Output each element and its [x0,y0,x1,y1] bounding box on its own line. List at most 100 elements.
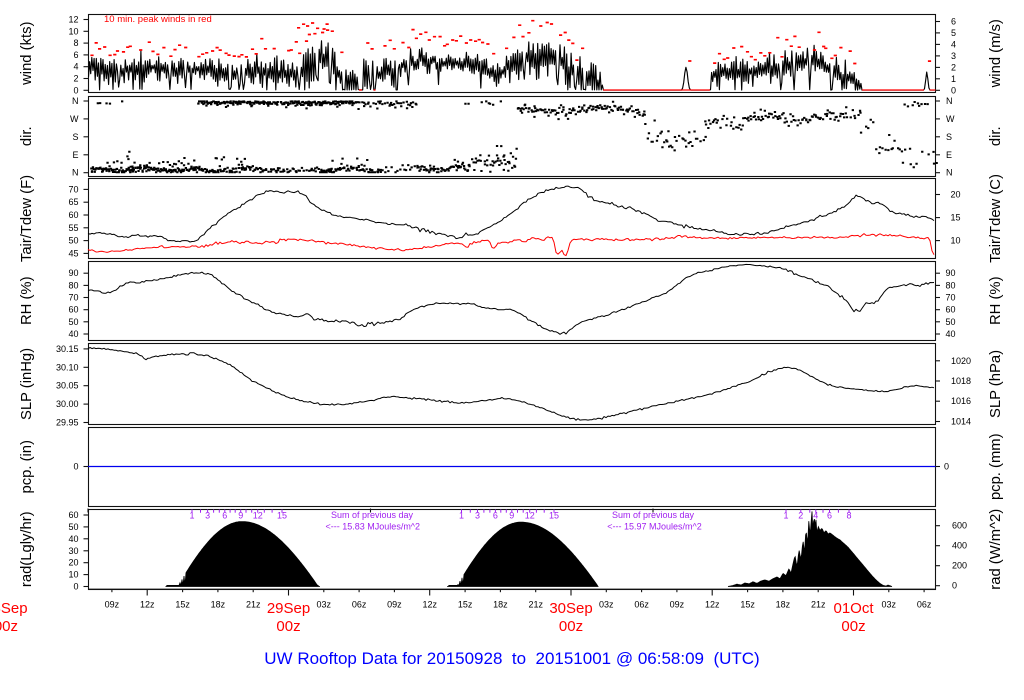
svg-text:1018: 1018 [951,376,971,386]
svg-text:50: 50 [68,317,78,327]
svg-text:1: 1 [189,511,194,521]
svg-text:6: 6 [827,511,832,521]
svg-text:03z: 03z [317,600,332,610]
svg-text:20: 20 [68,558,78,568]
svg-text:4: 4 [73,62,78,72]
svg-text:12: 12 [68,15,78,25]
svg-text:65: 65 [68,197,78,207]
svg-text:6: 6 [222,511,227,521]
svg-text:1: 1 [459,511,464,521]
svg-text:W: W [946,114,955,124]
svg-text:200: 200 [952,561,967,571]
svg-text:01Oct: 01Oct [833,600,874,617]
svg-text:0: 0 [73,582,78,592]
svg-text:55: 55 [68,223,78,233]
svg-text:1: 1 [783,511,788,521]
svg-text:2: 2 [951,62,956,72]
svg-text:03z: 03z [882,600,897,610]
svg-text:00z: 00z [276,618,300,635]
svg-text:45: 45 [68,248,78,258]
svg-text:90: 90 [68,268,78,278]
svg-text:90: 90 [946,268,956,278]
svg-text:4: 4 [951,39,956,49]
svg-text:18z: 18z [493,600,508,610]
svg-text:Sum of previous day: Sum of previous day [612,510,695,520]
svg-text:50: 50 [946,317,956,327]
svg-text:6: 6 [73,50,78,60]
svg-text:4: 4 [813,511,818,521]
svg-text:80: 80 [68,280,78,290]
svg-text:3: 3 [205,511,210,521]
svg-text:10: 10 [68,26,78,36]
svg-text:70: 70 [68,184,78,194]
svg-text:60: 60 [68,305,78,315]
svg-text:12: 12 [253,511,263,521]
svg-text:60: 60 [946,305,956,315]
svg-text:70: 70 [68,293,78,303]
svg-text:rad (W/m^2): rad (W/m^2) [988,509,1004,590]
svg-text:dir.: dir. [19,126,35,146]
svg-text:rad(Lgly/hr): rad(Lgly/hr) [19,511,35,587]
svg-text:21z: 21z [528,600,543,610]
svg-text:3: 3 [475,511,480,521]
svg-text:6: 6 [493,511,498,521]
svg-text:RH (%): RH (%) [988,276,1004,325]
svg-text:40: 40 [68,329,78,339]
svg-text:Sum of previous day: Sum of previous day [331,510,414,520]
svg-text:70: 70 [946,293,956,303]
svg-text:S: S [72,132,78,142]
svg-text:40: 40 [68,534,78,544]
svg-text:E: E [946,150,952,160]
svg-text:15: 15 [277,511,287,521]
svg-text:30.00: 30.00 [56,399,79,409]
svg-text:0: 0 [73,462,78,472]
svg-text:00z: 00z [559,618,583,635]
svg-text:N: N [946,96,953,106]
svg-text:N: N [946,168,953,178]
svg-text:60: 60 [68,510,78,520]
svg-text:6: 6 [951,17,956,27]
svg-text:8: 8 [846,511,851,521]
svg-text:12z: 12z [140,600,155,610]
svg-text:0: 0 [944,462,949,472]
svg-text:09z: 09z [670,600,685,610]
svg-text:00z: 00z [841,618,865,635]
svg-text:600: 600 [952,521,967,531]
svg-text:0: 0 [951,85,956,95]
svg-text:<--- 15.83 MJoules/m^2: <--- 15.83 MJoules/m^2 [326,522,421,532]
svg-text:wind (m/s): wind (m/s) [988,19,1004,88]
svg-text:15: 15 [951,213,961,223]
svg-text:1: 1 [951,74,956,84]
svg-text:06z: 06z [352,600,367,610]
svg-text:15z: 15z [458,600,473,610]
svg-text:S: S [946,132,952,142]
svg-text:RH (%): RH (%) [19,276,35,325]
svg-text:<--- 15.97 MJoules/m^2: <--- 15.97 MJoules/m^2 [607,522,702,532]
svg-text:Tair/Tdew (C): Tair/Tdew (C) [988,174,1004,263]
svg-text:1020: 1020 [951,356,971,366]
svg-text:10: 10 [951,236,961,246]
svg-text:00z: 00z [0,618,18,635]
svg-text:30.10: 30.10 [56,362,79,372]
svg-text:29.95: 29.95 [56,418,79,428]
svg-text:15z: 15z [740,600,755,610]
svg-text:N: N [72,96,79,106]
svg-text:9: 9 [509,511,514,521]
svg-text:dir.: dir. [988,126,1004,146]
svg-text:15z: 15z [175,600,190,610]
svg-text:5: 5 [951,28,956,38]
svg-text:50: 50 [68,522,78,532]
svg-text:12z: 12z [705,600,720,610]
svg-text:18z: 18z [776,600,791,610]
svg-text:10 min. peak winds in red: 10 min. peak winds in red [104,14,212,25]
svg-text:10: 10 [68,570,78,580]
svg-text:Tair/Tdew (F): Tair/Tdew (F) [19,175,35,262]
svg-text:UW Rooftop Data for 20150928: UW Rooftop Data for 20150928 to 20151001… [264,649,759,668]
svg-text:SLP (hPa): SLP (hPa) [988,350,1004,418]
svg-text:E: E [72,150,78,160]
svg-text:1016: 1016 [951,396,971,406]
svg-text:21z: 21z [246,600,261,610]
svg-text:28Sep: 28Sep [0,600,28,617]
svg-text:60: 60 [68,210,78,220]
svg-text:W: W [70,114,79,124]
